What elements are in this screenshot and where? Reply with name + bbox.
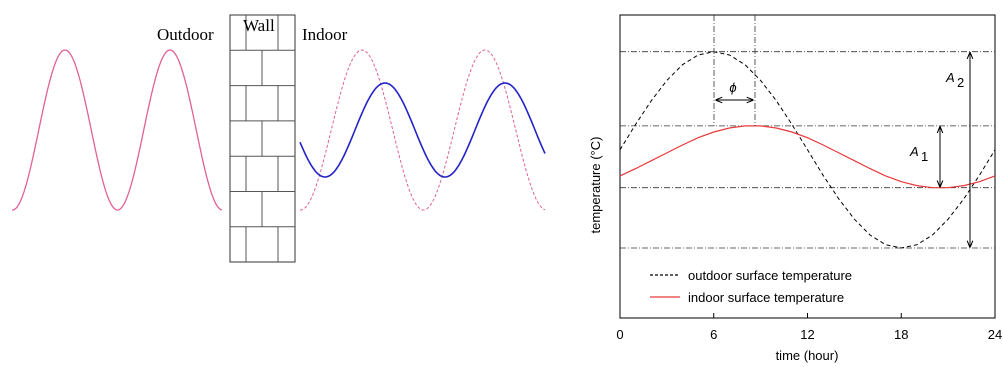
outdoor-label: Outdoor	[157, 25, 214, 44]
indoor-label: Indoor	[302, 25, 348, 44]
wall-diagram: Outdoor Wall Indoor	[157, 14, 348, 263]
bricks	[230, 15, 295, 263]
x-tick-label: 18	[894, 327, 908, 342]
indoor-wave	[299, 82, 546, 178]
legend-label: indoor surface temperature	[688, 290, 844, 305]
x-tick-label: 0	[616, 327, 623, 342]
amplitude-subscript: 1	[921, 149, 928, 164]
wall-label: Wall	[243, 16, 275, 35]
x-tick-label: 6	[710, 327, 717, 342]
series-line	[619, 125, 996, 189]
amplitude-symbol: A	[945, 70, 955, 85]
x-axis-label: time (hour)	[776, 348, 839, 363]
legend-label: outdoor surface temperature	[688, 268, 852, 283]
amplitude-subscript: 2	[957, 75, 964, 90]
indoor-reference-wave	[300, 49, 546, 211]
amplitude-symbol: A	[909, 144, 919, 159]
x-tick-label: 24	[988, 327, 1002, 342]
outdoor-wave	[12, 49, 223, 211]
series-line	[619, 51, 996, 249]
phase-label: ϕ	[729, 80, 736, 95]
chart: time (hour) temperature (°C)	[588, 14, 996, 363]
y-axis-label: temperature (°C)	[588, 137, 603, 234]
x-tick-label: 12	[800, 327, 814, 342]
